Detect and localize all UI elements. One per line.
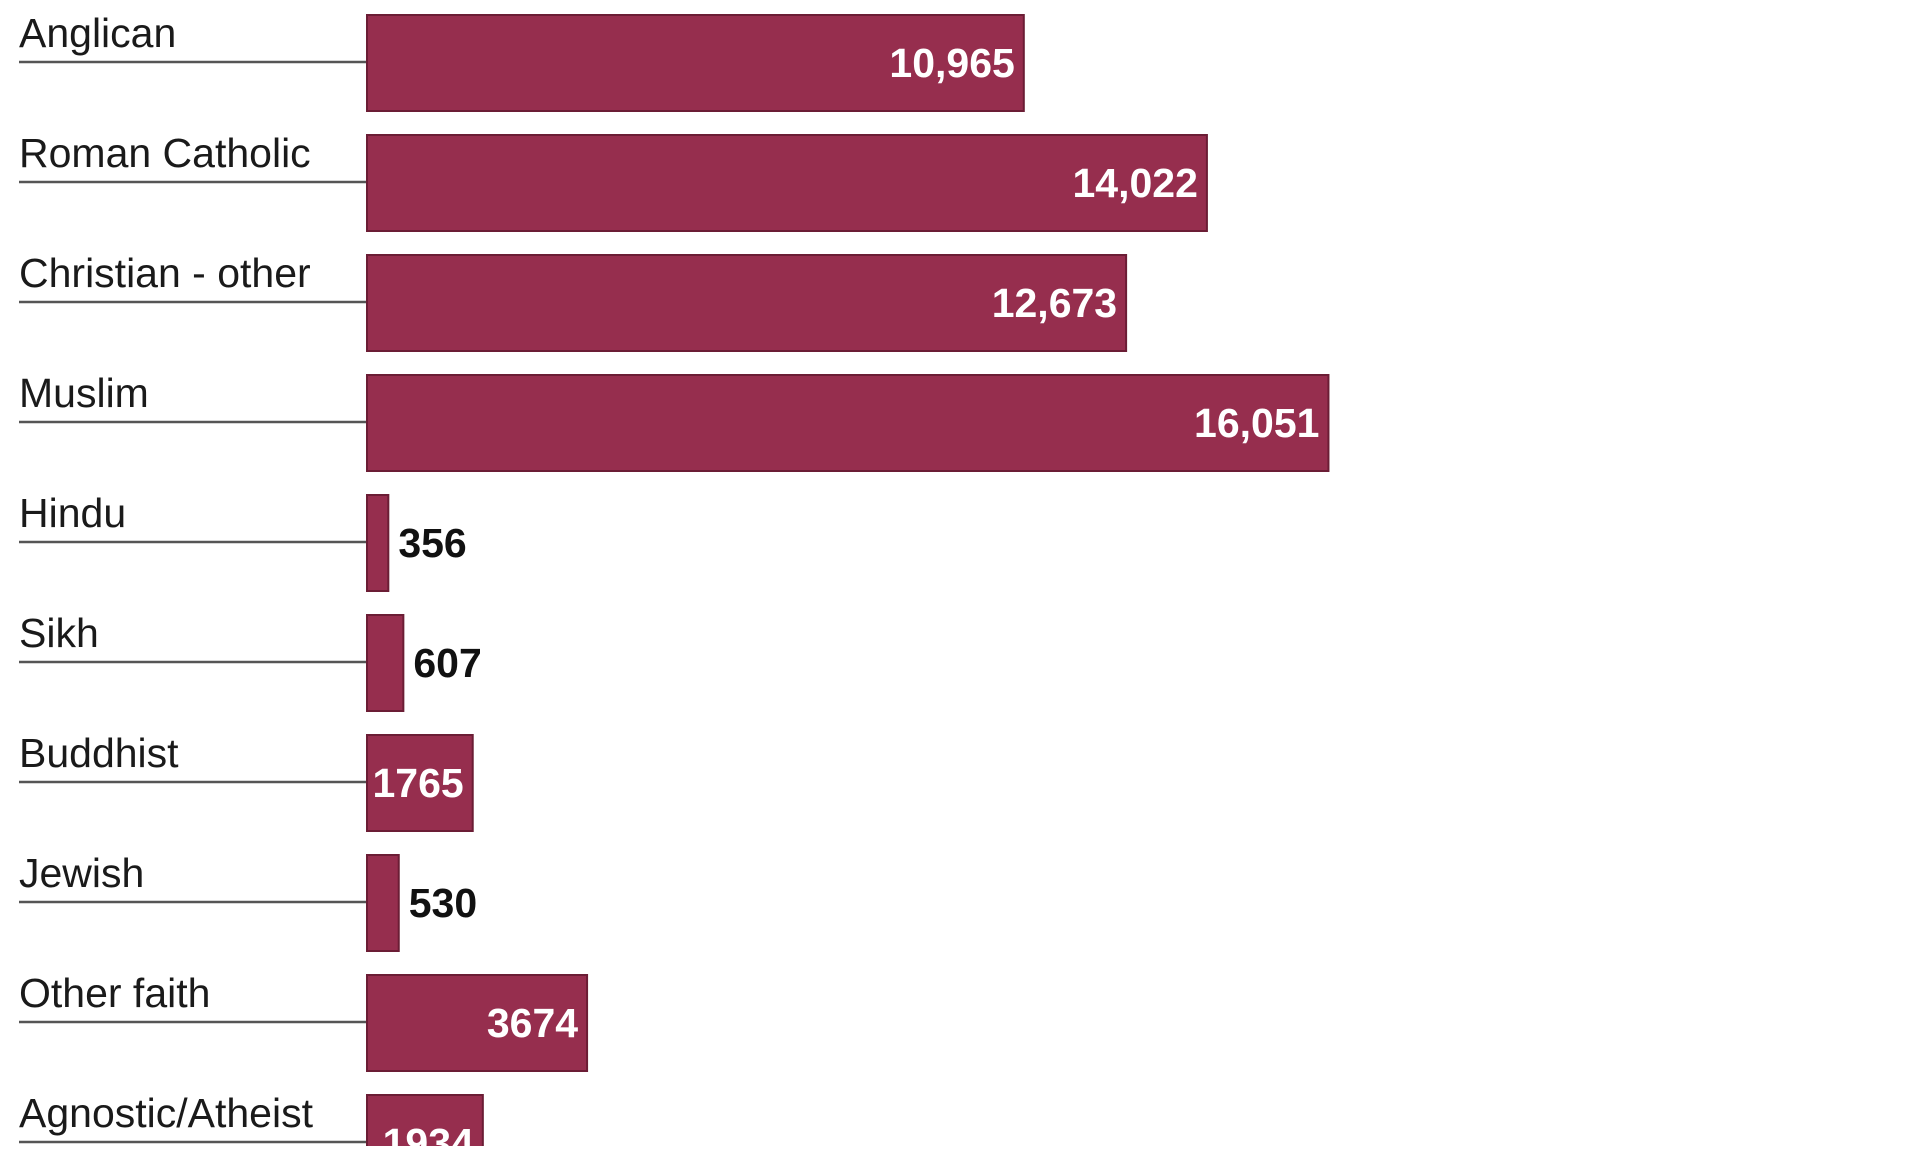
category-label: Sikh <box>19 610 99 656</box>
bar <box>366 854 400 952</box>
category-label: Christian - other <box>19 250 311 296</box>
bar <box>366 14 1025 112</box>
bar <box>366 734 474 832</box>
category-label: Other faith <box>19 970 210 1016</box>
category-label: Agnostic/Atheist <box>19 1090 314 1136</box>
data-label: 356 <box>398 520 466 566</box>
bar-row: Agnostic/Atheist 1934 <box>19 1090 484 1151</box>
data-label: 1934 <box>383 1120 474 1146</box>
bar <box>366 494 390 592</box>
data-label: 3674 <box>487 1000 578 1046</box>
bar <box>366 614 405 712</box>
bar-row: Christian - other 12,673 <box>19 250 1128 352</box>
category-label: Roman Catholic <box>19 130 311 176</box>
bar <box>366 974 589 1072</box>
bar-row: Jewish 530 <box>19 850 477 952</box>
bar-row: Roman Catholic 14,022 <box>19 130 1208 232</box>
bar <box>366 254 1128 352</box>
category-label: Muslim <box>19 370 149 416</box>
bar-row: Anglican 10,965 <box>19 10 1025 112</box>
bar-row: Buddhist 1765 <box>19 730 474 832</box>
bar-row: Sikh 607 <box>19 610 482 712</box>
data-label: 14,022 <box>1073 160 1198 206</box>
bar <box>366 134 1208 232</box>
bar <box>366 1094 484 1151</box>
bar-row: Other faith 3674 <box>19 970 589 1072</box>
data-label: 607 <box>413 640 481 686</box>
bar-row: Muslim 16,051 <box>19 370 1330 472</box>
category-label: Buddhist <box>19 730 179 776</box>
category-label: Jewish <box>19 850 144 896</box>
data-label: 12,673 <box>992 280 1117 326</box>
category-label: Hindu <box>19 490 126 536</box>
bar-row: Hindu 356 <box>19 490 467 592</box>
data-label: 16,051 <box>1194 400 1319 446</box>
data-label: 1765 <box>373 760 464 806</box>
category-label: Anglican <box>19 10 176 56</box>
bar <box>366 374 1330 472</box>
data-label: 530 <box>409 880 477 926</box>
data-label: 10,965 <box>889 40 1014 86</box>
